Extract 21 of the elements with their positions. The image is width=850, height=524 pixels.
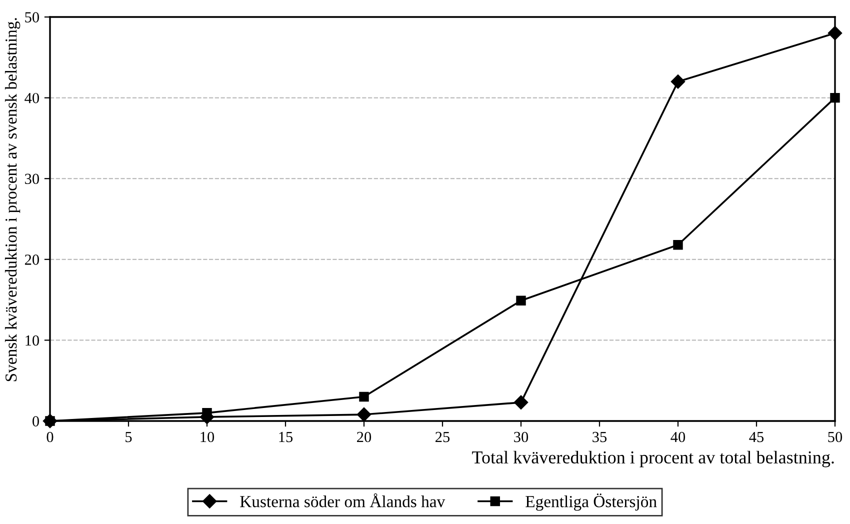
x-tick-label: 15 [279, 432, 293, 442]
legend-label: Egentliga Östersjön [526, 494, 657, 511]
x-tick-label: 50 [828, 432, 842, 442]
y-axis-title: Svensk kvävereduktion i procent av svensk belastning. [4, 18, 20, 382]
x-axis-title: Total kvävereduktion i procent av total belastning. [472, 450, 834, 468]
x-tick-label: 30 [514, 432, 528, 442]
x-tick-label: 0 [46, 432, 54, 442]
x-tick-label: 10 [200, 432, 214, 442]
y-tick-label: 30 [25, 174, 39, 184]
x-tick-label: 25 [436, 432, 450, 442]
x-tick-label: 45 [749, 432, 764, 442]
legend-label: Kusterna söder om Ålands hav [240, 493, 446, 508]
x-tick-label: 40 [670, 432, 686, 442]
y-tick-label: 50 [25, 12, 39, 22]
x-tick-label: 35 [592, 432, 607, 442]
x-tick-label: 5 [126, 432, 132, 442]
y-tick-label: 20 [24, 254, 39, 265]
x-tick-label: 20 [357, 432, 372, 442]
y-tick-label: 0 [32, 416, 39, 426]
y-tick-label: 10 [26, 335, 39, 346]
y-tick-label: 40 [24, 92, 39, 104]
